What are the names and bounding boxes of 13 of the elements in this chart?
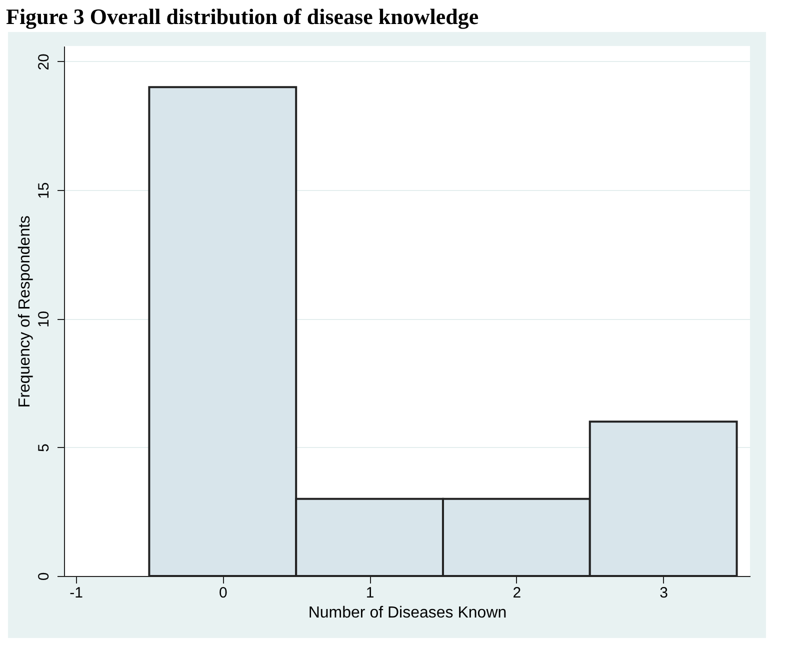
x-tick-label: 1	[366, 584, 374, 602]
y-tick-label: 20	[36, 54, 52, 70]
y-tick-label: 0	[36, 572, 52, 581]
y-axis-title: Frequency of Respondents	[16, 215, 34, 408]
x-tick-label: 3	[660, 584, 668, 602]
chart-title: Figure 3 Overall distribution of disease knowledge	[6, 4, 480, 30]
y-tick-label: 15	[36, 182, 52, 199]
x-axis-title: Number of Diseases Known	[308, 604, 507, 622]
x-tick-label: -1	[70, 584, 83, 602]
y-tick-label: 10	[36, 310, 52, 328]
x-tick-label: 0	[218, 584, 228, 602]
x-tick-label: 2	[512, 584, 522, 602]
y-tick-label: 5	[36, 444, 52, 452]
